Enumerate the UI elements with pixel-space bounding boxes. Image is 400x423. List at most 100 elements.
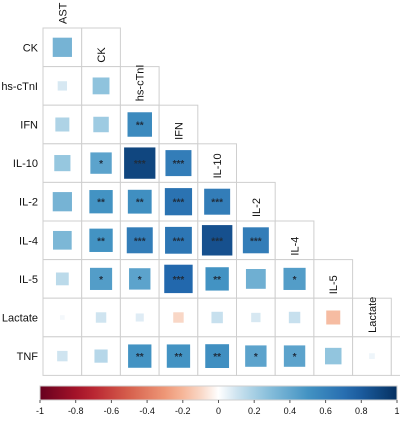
- cell-TNF-IL-5: [325, 347, 342, 365]
- column-label: IL-5: [328, 275, 340, 294]
- sig-mark: **: [175, 352, 183, 363]
- cell-IFN-CK: [93, 116, 109, 133]
- colorbar: -1 -0.8 -0.6 -0.4 -0.2 0 0.2 0.4 0.6 0.8 1: [36, 385, 400, 416]
- cell-IL-4-CK: [89, 228, 113, 252]
- cell-IL-10-hs-cTnI: [124, 147, 156, 179]
- sig-mark: **: [136, 352, 144, 363]
- cell-TNF-IL-4: [283, 345, 306, 367]
- sig-mark: ***: [173, 236, 185, 247]
- grid-cell: [274, 220, 315, 261]
- colorbar-tick-label: 0.2: [248, 406, 261, 416]
- cell-TNF-Lactate: [369, 353, 375, 359]
- cell-Lactate-CK: [95, 312, 107, 323]
- sig-mark: **: [97, 236, 105, 247]
- column-label: IL-10: [212, 153, 224, 178]
- cell-IL-5-IL-4: [283, 267, 306, 290]
- cell-squares: [52, 37, 375, 368]
- sig-mark: *: [293, 275, 297, 286]
- grid-cell: [81, 27, 121, 68]
- cell-TNF-AST: [57, 350, 68, 362]
- row-label: IL-5: [19, 274, 38, 286]
- cell-TNF-IL-10: [205, 344, 230, 368]
- cell-IL-10-CK: [90, 152, 112, 174]
- cell-IL-2-CK: [89, 190, 113, 214]
- cell-IL-5-CK: [89, 267, 113, 290]
- cell-hs-cTnI-AST: [57, 81, 68, 91]
- colorbar-tick-label: -0.8: [68, 406, 84, 416]
- column-label: hs-cTnI: [135, 65, 147, 102]
- column-labels: AST CK hs-cTnI IFN IL-10 IL-2 IL-4 IL-5 Lactate: [57, 2, 379, 332]
- cell-IFN-AST: [55, 117, 70, 132]
- row-label: IL-2: [19, 197, 38, 209]
- cell-IL-4-hs-cTnI: [126, 227, 153, 254]
- sig-mark: ***: [173, 275, 185, 286]
- cell-IL-2-hs-cTnI: [127, 189, 152, 214]
- cell-Lactate-IL-10: [211, 311, 223, 324]
- sig-mark: **: [213, 275, 221, 286]
- sig-mark: ***: [134, 159, 146, 170]
- cell-IL-5-IL-2: [245, 269, 266, 289]
- colorbar-tick-label: -0.4: [139, 406, 155, 416]
- cell-IL-4-IL-10: [201, 225, 233, 256]
- cell-IL-5-IL-10: [205, 267, 229, 291]
- grid-cell: [81, 220, 121, 261]
- sig-mark: *: [293, 352, 297, 363]
- cell-Lactate-IL-5: [326, 310, 341, 325]
- row-label: IL-4: [19, 235, 38, 247]
- grid-cell: [352, 297, 392, 338]
- column-label: IFN: [173, 122, 185, 140]
- sig-mark: **: [136, 121, 144, 132]
- sig-mark: **: [213, 352, 221, 363]
- colorbar-tick-label: 0.8: [355, 406, 368, 416]
- sig-mark: ***: [211, 236, 223, 247]
- column-label: Lactate: [367, 297, 379, 333]
- colorbar-tick-label: -0.6: [104, 406, 120, 416]
- sig-mark: *: [254, 352, 258, 363]
- sig-mark: *: [99, 159, 103, 170]
- cell-Lactate-IL-4: [288, 311, 301, 324]
- sig-mark: ***: [173, 198, 185, 209]
- sig-mark: **: [136, 198, 144, 209]
- column-label: IL-4: [290, 237, 302, 256]
- grid-cell: [236, 181, 276, 222]
- row-label: IFN: [20, 120, 38, 132]
- sig-mark: ***: [250, 236, 262, 247]
- colorbar-tick-label: 1: [394, 406, 399, 416]
- row-label: TNF: [17, 351, 39, 363]
- cell-IL-10-IFN: [165, 150, 192, 177]
- row-label: IL-10: [13, 158, 38, 170]
- sig-mark: *: [138, 275, 142, 286]
- cell-Lactate-IFN: [173, 312, 184, 323]
- cell-Lactate-AST: [60, 315, 65, 320]
- significance-marks: *** *** ***** ** *** ***** *** *** *** **** * *** **…: [97, 121, 296, 364]
- cell-TNF-CK: [94, 349, 108, 363]
- cell-IL-5-IFN: [164, 264, 193, 294]
- cell-IL-4-IL-2: [242, 227, 269, 254]
- grid-cell: [119, 104, 160, 145]
- sig-mark: ***: [173, 159, 185, 170]
- grid-cell: [197, 143, 238, 183]
- column-label: AST: [57, 2, 69, 24]
- row-labels: CK hs-cTnI IFN IL-10 IL-2 IL-4 IL-5 Lactate TNF: [1, 42, 38, 363]
- cell-Lactate-hs-cTnI: [135, 313, 144, 322]
- cell-IL-4-AST: [53, 230, 72, 250]
- row-label: hs-cTnI: [1, 81, 38, 93]
- cell-TNF-hs-cTnI: [128, 344, 152, 368]
- cell-Lactate-IL-2: [251, 312, 261, 323]
- colorbar-tick-label: -1: [36, 406, 44, 416]
- cell-IL-4-IFN: [165, 226, 192, 254]
- cell-IFN-hs-cTnI: [127, 112, 152, 137]
- cell-IL-2-AST: [52, 192, 72, 212]
- cell-CK-AST: [52, 37, 72, 57]
- sig-mark: **: [97, 198, 105, 209]
- cell-IL-2-IFN: [164, 188, 193, 216]
- sig-mark: ***: [134, 236, 146, 247]
- colorbar-tick-label: 0.4: [284, 406, 297, 416]
- colorbar-tick-label: -0.2: [175, 406, 191, 416]
- cell-IL-5-hs-cTnI: [129, 268, 151, 290]
- colorbar-tick-label: 0: [216, 406, 221, 416]
- cell-IL-10-AST: [54, 155, 71, 172]
- sig-mark: *: [99, 275, 103, 286]
- colorbar-tick-label: 0.6: [319, 406, 332, 416]
